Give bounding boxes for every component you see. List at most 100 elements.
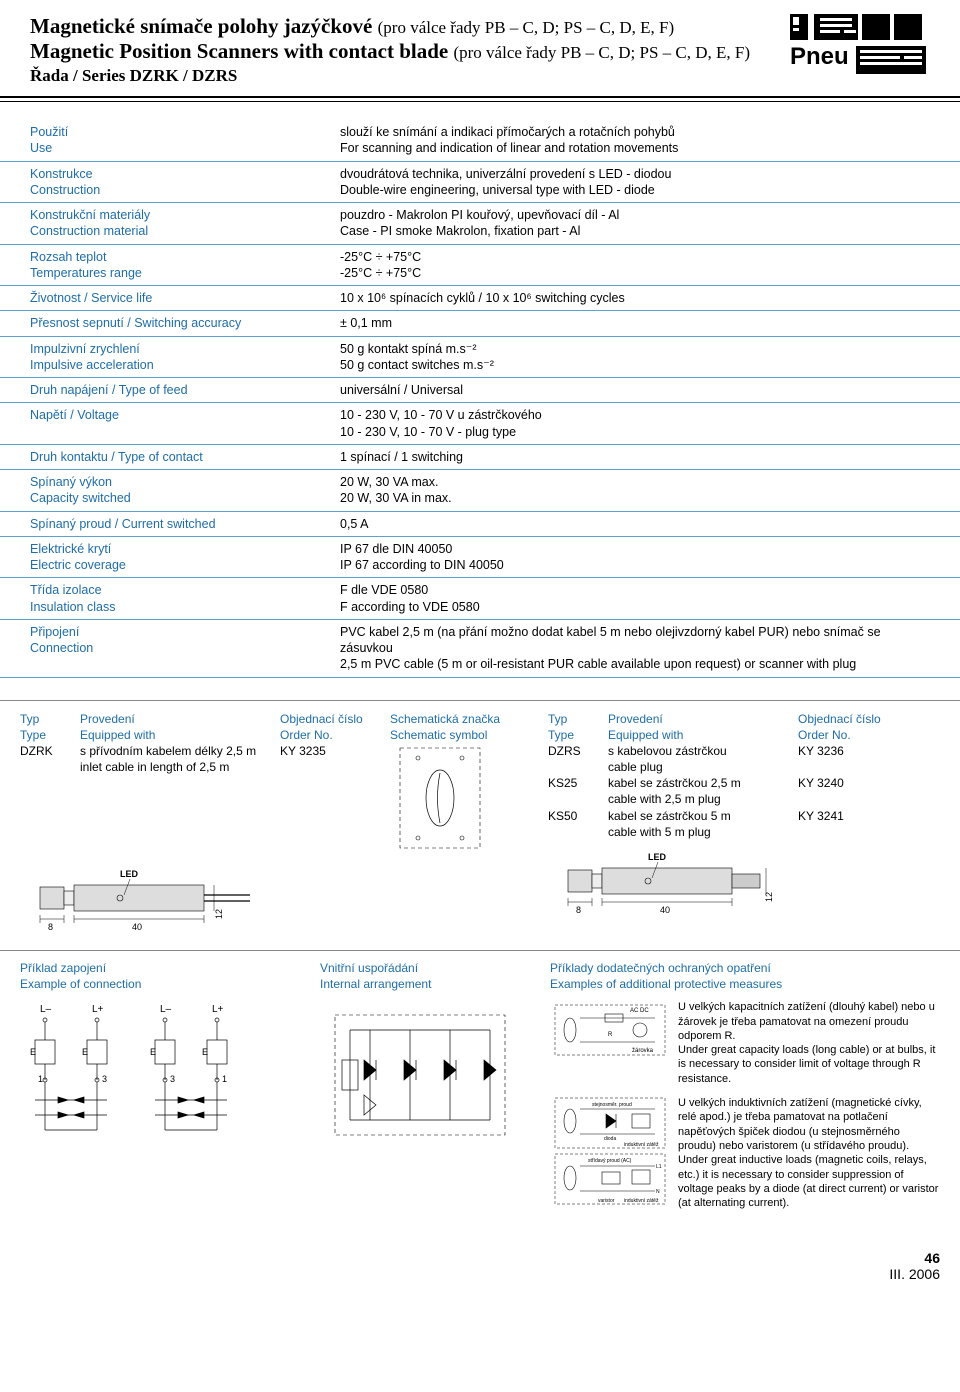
title-cz-sub: (pro válce řady PB – C, D; PS – C, D, E,… — [378, 18, 675, 37]
title-en: Magnetic Position Scanners with contact … — [30, 39, 770, 64]
spec-label: KonstrukceConstruction — [0, 161, 310, 203]
svg-text:L+: L+ — [212, 1004, 224, 1015]
spec-label: Druh kontaktu / Type of contact — [0, 444, 310, 469]
schematic-symbol — [390, 743, 540, 857]
dims-diagram-left: LED 8 40 12 — [20, 867, 540, 940]
svg-text:40: 40 — [660, 905, 670, 915]
spec-value: ± 0,1 mm — [310, 311, 960, 336]
bottom-section: Příklad zapojení Example of connection L… — [0, 951, 960, 1250]
title-en-main: Magnetic Position Scanners with contact … — [30, 39, 448, 63]
protective-diagram-1: AC DC R žárovka — [550, 1000, 670, 1060]
bc2-cz: Vnitřní uspořádání — [320, 961, 540, 977]
svg-text:12: 12 — [214, 909, 224, 919]
svg-text:stejnosměr. proud: stejnosměr. proud — [592, 1102, 632, 1108]
spec-value: -25°C ÷ +75°C-25°C ÷ +75°C — [310, 244, 960, 286]
svg-text:střídavý proud (AC): střídavý proud (AC) — [588, 1158, 632, 1164]
row-order: KY 3241 — [798, 808, 898, 840]
logo-svg: Pneu — [790, 14, 930, 76]
spec-value: IP 67 dle DIN 40050IP 67 according to DI… — [310, 536, 960, 578]
row-equip-en: inlet cable in length of 2,5 m — [80, 759, 280, 775]
hdr2-type-en: Type — [548, 727, 608, 743]
svg-text:E: E — [82, 1047, 88, 1057]
svg-text:E: E — [30, 1047, 36, 1057]
spec-label: Spínaný výkonCapacity switched — [0, 470, 310, 512]
svg-text:L+: L+ — [92, 1004, 104, 1015]
header-rule-thin — [0, 101, 960, 102]
spec-value: 50 g kontakt spíná m.s⁻²50 g contact swi… — [310, 336, 960, 378]
svg-text:induktivní zátěž: induktivní zátěž — [624, 1142, 659, 1148]
footer: 46 III. 2006 — [0, 1250, 960, 1292]
spec-value: 10 x 10⁶ spínacích cyklů / 10 x 10⁶ swit… — [310, 286, 960, 311]
svg-text:3: 3 — [102, 1074, 107, 1084]
prot1-en: Under great capacity loads (long cable) … — [678, 1043, 940, 1086]
svg-text:R: R — [608, 1032, 613, 1038]
row-equip-cz: s přívodním kabelem délky 2,5 m — [80, 743, 280, 759]
row-type: DZRK — [20, 743, 80, 857]
order-section: Typ Provedení Objednací číslo Schematick… — [0, 701, 960, 951]
hdr-sym-cz: Schematická značka — [390, 711, 540, 727]
svg-text:AC DC: AC DC — [630, 1008, 649, 1014]
hdr2-equip-cz: Provedení — [608, 711, 798, 727]
spec-value: universální / Universal — [310, 378, 960, 403]
svg-text:induktivní zátěž: induktivní zátěž — [624, 1198, 659, 1204]
svg-text:Pneu: Pneu — [790, 43, 849, 70]
header-rule-thick — [0, 96, 960, 98]
spec-table: PoužitíUseslouží ke snímání a indikaci p… — [0, 120, 960, 678]
order-right: Typ Provedení Objednací číslo Type Equip… — [548, 711, 940, 941]
row-order: KY 3236 — [798, 743, 898, 775]
hdr2-ord-cz: Objednací číslo — [798, 711, 898, 727]
protective-diagram-2: stejnosměr. proud dioda induktivní zátěž… — [550, 1096, 670, 1206]
svg-text:E: E — [202, 1047, 208, 1057]
row-type: KS50 — [548, 808, 608, 840]
title-en-sub: (pro válce řady PB – C, D; PS – C, D, E,… — [453, 43, 750, 62]
svg-text:8: 8 — [576, 905, 581, 915]
spec-value: PVC kabel 2,5 m (na přání možno dodat ka… — [310, 619, 960, 677]
svg-text:LED: LED — [120, 869, 139, 879]
row-order: KY 3240 — [798, 775, 898, 807]
svg-text:E: E — [150, 1047, 156, 1057]
prot2-text: U velkých induktivních zatížení (magneti… — [678, 1096, 940, 1210]
spec-label: Rozsah teplotTemperatures range — [0, 244, 310, 286]
spec-label: Elektrické krytíElectric coverage — [0, 536, 310, 578]
spec-label: Konstrukční materiályConstruction materi… — [0, 203, 310, 245]
svg-text:L–: L– — [160, 1004, 172, 1015]
header: Magnetické snímače polohy jazýčkové (pro… — [0, 0, 960, 96]
bc3-cz: Příklady dodatečných ochraných opatření — [550, 961, 940, 977]
spec-label: PřipojeníConnection — [0, 619, 310, 677]
row-equip: kabel se zástrčkou 5 mcable with 5 m plu… — [608, 808, 798, 840]
prot2-en: Under great inductive loads (magnetic co… — [678, 1153, 940, 1210]
bc2-en: Internal arrangement — [320, 977, 540, 993]
logo: Pneu — [790, 14, 930, 76]
hdr-equip-en: Equipped with — [80, 727, 280, 743]
svg-text:12: 12 — [764, 892, 774, 902]
hdr-sym-en: Schematic symbol — [390, 727, 540, 743]
bottom-col-connection: Příklad zapojení Example of connection L… — [20, 961, 310, 1220]
page-number: 46 — [20, 1250, 940, 1266]
hdr-type-en: Type — [20, 727, 80, 743]
header-text: Magnetické snímače polohy jazýčkové (pro… — [30, 14, 770, 86]
prot1-text: U velkých kapacitních zatížení (dlouhý k… — [678, 1000, 940, 1086]
internal-diagram — [320, 1000, 520, 1150]
hdr-ord-en: Order No. — [280, 727, 390, 743]
bc3-en: Examples of additional protective measur… — [550, 977, 940, 993]
row-order: KY 3235 — [280, 743, 390, 857]
spec-label: Přesnost sepnutí / Switching accuracy — [0, 311, 310, 336]
row-equip: s kabelovou zástrčkoucable plug — [608, 743, 798, 775]
dims-diagram-right: LED 8 40 12 — [548, 850, 940, 923]
row-type: DZRS — [548, 743, 608, 775]
title-cz-main: Magnetické snímače polohy jazýčkové — [30, 14, 372, 38]
svg-text:dioda: dioda — [604, 1136, 616, 1142]
series-line: Řada / Series DZRK / DZRS — [30, 66, 770, 86]
bottom-col-protective: Příklady dodatečných ochraných opatření … — [550, 961, 940, 1220]
connection-diagram: L– L+ L– L+ — [20, 1000, 280, 1150]
hdr-ord-cz: Objednací číslo — [280, 711, 390, 727]
hdr2-type-cz: Typ — [548, 711, 608, 727]
spec-label: Impulzivní zrychleníImpulsive accelerati… — [0, 336, 310, 378]
svg-text:1: 1 — [222, 1074, 227, 1084]
bc1-cz: Příklad zapojení — [20, 961, 310, 977]
hdr2-ord-en: Order No. — [798, 727, 898, 743]
svg-text:3: 3 — [170, 1074, 175, 1084]
row-equip: kabel se zástrčkou 2,5 mcable with 2,5 m… — [608, 775, 798, 807]
spec-value: dvoudrátová technika, univerzální proved… — [310, 161, 960, 203]
spec-value: 1 spínací / 1 switching — [310, 444, 960, 469]
